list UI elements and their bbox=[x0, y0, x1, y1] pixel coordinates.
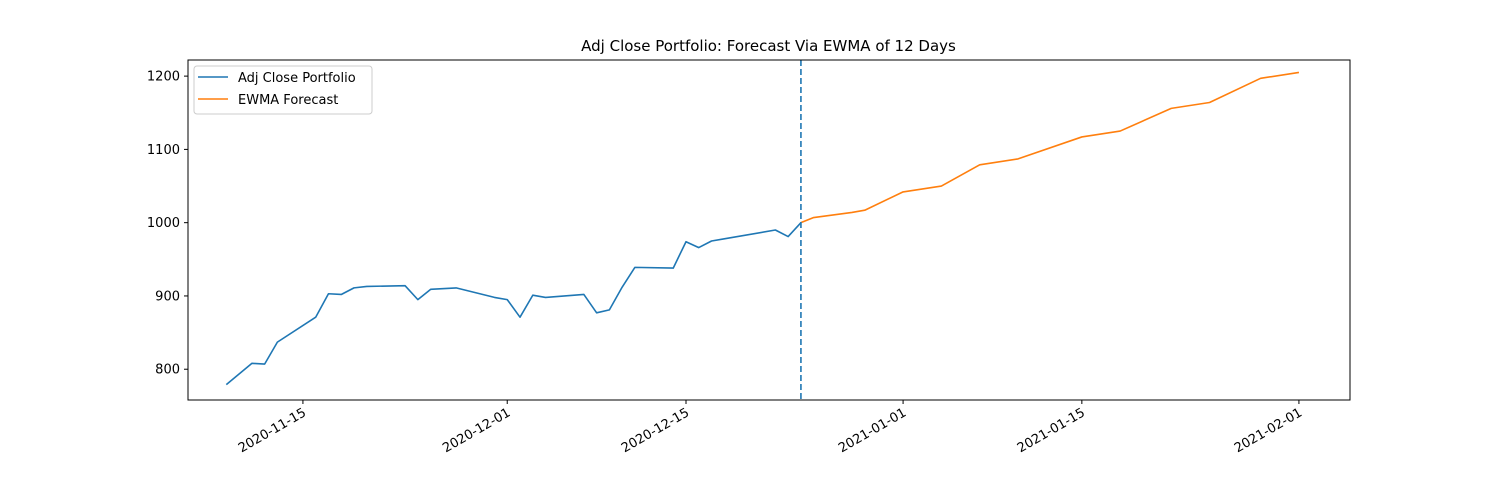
series-line-0 bbox=[225, 222, 802, 386]
y-tick-label: 1000 bbox=[147, 216, 180, 231]
y-tick-label: 1200 bbox=[147, 70, 180, 85]
x-tick-label: 2020-11-15 bbox=[236, 405, 309, 456]
legend: Adj Close Portfolio EWMA Forecast bbox=[193, 65, 373, 115]
chart-title: Adj Close Portfolio: Forecast Via EWMA o… bbox=[581, 37, 956, 55]
x-axis: 2020-11-15 2020-12-01 2020-12-15 2021-01-01… bbox=[236, 400, 1305, 456]
y-tick-label: 1100 bbox=[147, 143, 180, 158]
y-tick-label: 900 bbox=[155, 289, 180, 304]
x-tick-label: 2020-12-15 bbox=[619, 405, 692, 456]
x-tick-label: 2021-01-15 bbox=[1015, 405, 1088, 456]
series-line-1 bbox=[800, 71, 1300, 224]
x-tick-label: 2021-01-01 bbox=[836, 405, 909, 456]
x-tick-label: 2021-02-01 bbox=[1232, 405, 1305, 456]
legend-label-adj-close: Adj Close Portfolio bbox=[238, 71, 356, 86]
x-tick-label: 2020-12-01 bbox=[440, 405, 513, 456]
legend-box bbox=[193, 65, 373, 115]
series-layer bbox=[225, 71, 1300, 386]
y-tick-label: 800 bbox=[155, 363, 180, 378]
y-axis: 800 900 1000 1100 1200 bbox=[147, 70, 188, 378]
legend-label-ewma: EWMA Forecast bbox=[238, 93, 338, 108]
plot-frame bbox=[187, 59, 1351, 401]
